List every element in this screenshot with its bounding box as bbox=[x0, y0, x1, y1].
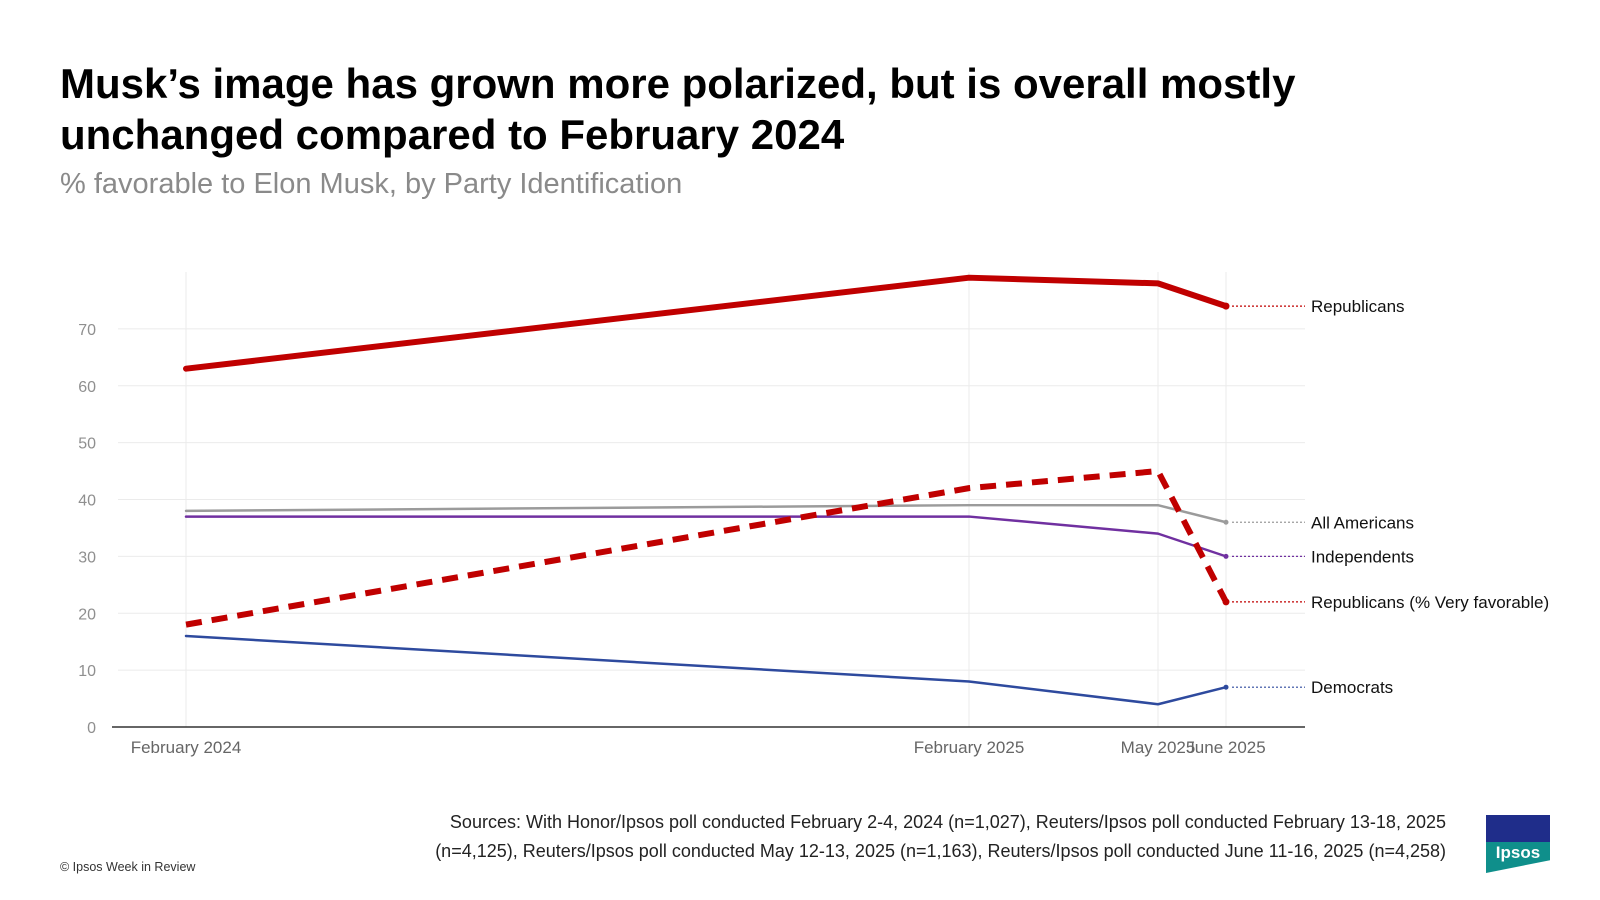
series-end-point bbox=[1223, 684, 1229, 690]
y-tick-label: 0 bbox=[87, 720, 96, 737]
chart-title: Musk’s image has grown more polarized, b… bbox=[60, 60, 1296, 158]
x-tick-label: February 2024 bbox=[131, 738, 242, 757]
y-tick-label: 30 bbox=[78, 549, 96, 566]
y-tick-label: 10 bbox=[78, 663, 96, 680]
copyright-note: © Ipsos Week in Review bbox=[60, 860, 196, 874]
series-label: Republicans (% Very favorable) bbox=[1311, 593, 1549, 612]
y-tick-label: 50 bbox=[78, 436, 96, 453]
series-end-point bbox=[1222, 598, 1230, 606]
sources-note: Sources: With Honor/Ipsos poll conducted… bbox=[435, 812, 1446, 861]
series-line bbox=[184, 515, 1228, 558]
chart-subtitle: % favorable to Elon Musk, by Party Ident… bbox=[60, 168, 683, 200]
series-line bbox=[184, 503, 1228, 524]
x-tick-label: June 2025 bbox=[1186, 738, 1265, 757]
logo-text: Ipsos bbox=[1495, 843, 1541, 862]
series-line bbox=[185, 468, 1229, 628]
series-line bbox=[183, 274, 1229, 372]
series-label: Republicans bbox=[1311, 297, 1405, 316]
series-line bbox=[184, 634, 1228, 706]
series-end-point bbox=[1222, 302, 1230, 310]
series-end-point bbox=[1223, 519, 1229, 525]
series-label: Democrats bbox=[1311, 678, 1393, 697]
series-end-point bbox=[1223, 553, 1229, 559]
series-label: All Americans bbox=[1311, 513, 1414, 532]
y-tick-label: 60 bbox=[78, 379, 96, 396]
y-tick-label: 20 bbox=[78, 606, 96, 623]
x-tick-label: February 2025 bbox=[914, 738, 1025, 757]
x-tick-label: May 2025 bbox=[1121, 738, 1196, 757]
series-label: Independents bbox=[1311, 547, 1414, 566]
y-tick-label: 70 bbox=[78, 322, 96, 339]
y-tick-label: 40 bbox=[78, 493, 96, 510]
